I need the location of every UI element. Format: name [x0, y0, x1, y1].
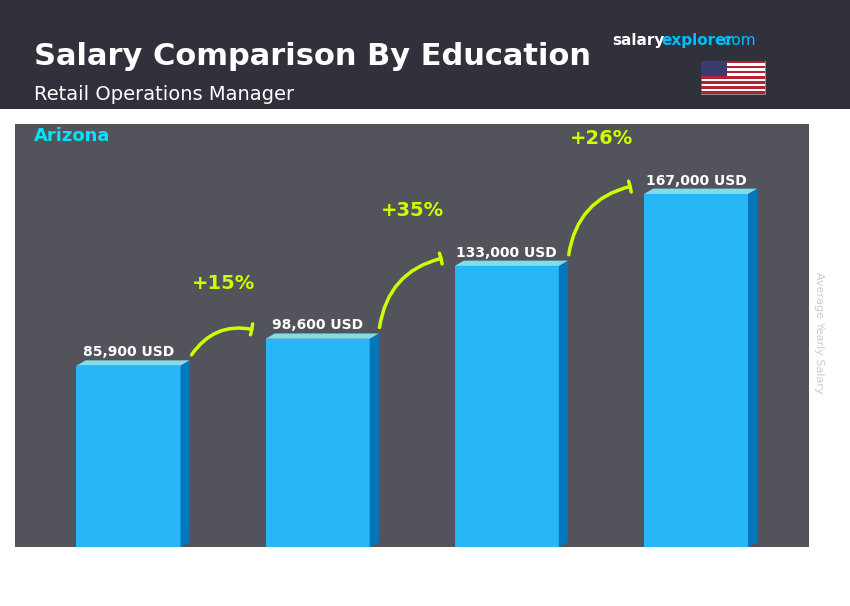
Polygon shape — [558, 261, 568, 547]
FancyBboxPatch shape — [455, 266, 558, 547]
Text: Retail Operations Manager: Retail Operations Manager — [34, 85, 294, 104]
Text: .com: .com — [718, 33, 756, 48]
Polygon shape — [370, 333, 379, 547]
Polygon shape — [455, 261, 568, 266]
Polygon shape — [180, 361, 190, 547]
Text: +26%: +26% — [570, 130, 633, 148]
Polygon shape — [76, 361, 190, 365]
Text: explorer: explorer — [661, 33, 734, 48]
FancyBboxPatch shape — [266, 339, 370, 547]
Text: 133,000 USD: 133,000 USD — [456, 245, 558, 259]
Polygon shape — [748, 188, 757, 547]
Text: 98,600 USD: 98,600 USD — [272, 318, 363, 333]
Text: 85,900 USD: 85,900 USD — [82, 345, 174, 359]
Text: Salary Comparison By Education: Salary Comparison By Education — [34, 42, 591, 72]
Text: +15%: +15% — [191, 274, 255, 293]
Text: Average Yearly Salary: Average Yearly Salary — [814, 273, 824, 394]
Polygon shape — [644, 188, 757, 194]
Text: Arizona: Arizona — [34, 127, 110, 145]
FancyBboxPatch shape — [76, 365, 180, 547]
FancyBboxPatch shape — [644, 194, 748, 547]
Text: salary: salary — [612, 33, 665, 48]
Polygon shape — [266, 333, 379, 339]
Text: 167,000 USD: 167,000 USD — [646, 173, 746, 188]
Text: +35%: +35% — [381, 201, 444, 221]
